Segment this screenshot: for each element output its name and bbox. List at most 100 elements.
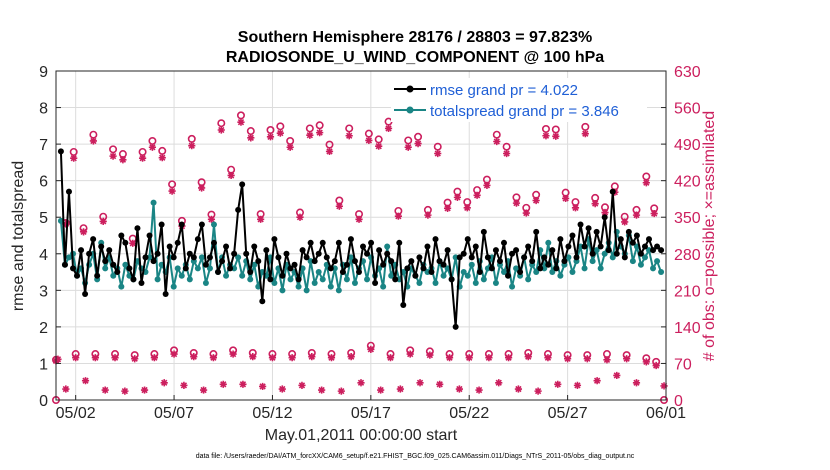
x-tick-label: 05/02 bbox=[56, 405, 96, 422]
rmse-point bbox=[380, 261, 387, 268]
obs-assimilated-marker bbox=[266, 133, 275, 141]
rmse-point bbox=[541, 254, 548, 261]
x-axis-label: May.01,2011 00:00:00 start bbox=[265, 427, 458, 444]
totalspread-point bbox=[609, 254, 616, 261]
rmse-point bbox=[319, 239, 326, 246]
obs-assimilated-marker bbox=[239, 380, 247, 388]
obs-assimilated-marker bbox=[286, 143, 294, 151]
y-tick-label: 7 bbox=[39, 137, 48, 154]
obs-assimilated-marker bbox=[544, 354, 552, 362]
rmse-point bbox=[174, 239, 181, 246]
rmse-point bbox=[537, 265, 544, 272]
totalspread-point bbox=[235, 254, 242, 261]
totalspread-point bbox=[287, 276, 294, 283]
x-tick-label: 05/27 bbox=[548, 405, 588, 422]
rmse-point bbox=[235, 206, 242, 213]
obs-assimilated-marker bbox=[111, 354, 119, 362]
y2-tick-label: 490 bbox=[674, 137, 701, 154]
rmse-point bbox=[138, 280, 145, 287]
obs-assimilated-marker bbox=[335, 202, 343, 210]
rmse-point bbox=[74, 272, 81, 279]
obs-assimilated-marker bbox=[148, 143, 157, 151]
rmse-point bbox=[150, 258, 157, 265]
y-tick-label: 2 bbox=[39, 320, 48, 337]
rmse-point bbox=[307, 239, 314, 246]
obs-assimilated-marker bbox=[514, 385, 523, 393]
obs-assimilated-marker bbox=[316, 129, 324, 137]
totalspread-point bbox=[440, 272, 447, 279]
obs-possible-marker bbox=[276, 122, 285, 131]
totalspread-point bbox=[271, 280, 278, 287]
obs-assimilated-marker bbox=[190, 353, 198, 361]
obs-assimilated-marker bbox=[129, 239, 137, 247]
y2-tick-label: 140 bbox=[674, 320, 701, 337]
rmse-point bbox=[343, 261, 350, 268]
rmse-point bbox=[82, 290, 89, 297]
totalspread-point bbox=[654, 258, 661, 265]
obs-assimilated-marker bbox=[257, 215, 265, 223]
x-tick-label: 05/07 bbox=[154, 405, 194, 422]
rmse-point bbox=[311, 258, 318, 265]
obs-possible-marker bbox=[551, 125, 560, 134]
obs-assimilated-marker bbox=[453, 193, 462, 201]
rmse-point bbox=[271, 236, 278, 243]
totalspread-point bbox=[327, 283, 334, 290]
rmse-point bbox=[597, 243, 604, 250]
rmse-point bbox=[327, 265, 334, 272]
y-tick-label: 0 bbox=[39, 393, 48, 410]
y-tick-label: 3 bbox=[39, 283, 48, 300]
obs-possible-marker bbox=[384, 117, 393, 126]
rmse-point bbox=[134, 225, 141, 232]
rmse-point bbox=[472, 243, 479, 250]
obs-assimilated-marker bbox=[493, 137, 501, 146]
rmse-point bbox=[625, 228, 632, 235]
rmse-point bbox=[251, 243, 258, 250]
rmse-point bbox=[206, 254, 213, 261]
totalspread-point bbox=[295, 283, 302, 290]
obs-assimilated-marker bbox=[522, 209, 530, 217]
rmse-point bbox=[376, 247, 383, 254]
totalspread-point bbox=[343, 276, 350, 283]
rmse-point bbox=[621, 254, 628, 261]
rmse-point bbox=[364, 250, 371, 257]
obs-assimilated-marker bbox=[406, 350, 414, 358]
obs-assimilated-marker bbox=[542, 132, 550, 140]
obs-assimilated-marker bbox=[414, 139, 422, 148]
obs-assimilated-marker bbox=[650, 209, 658, 218]
obs-assimilated-marker bbox=[581, 130, 589, 138]
obs-assimilated-marker bbox=[613, 371, 621, 380]
totalspread-point bbox=[315, 269, 322, 276]
obs-assimilated-marker bbox=[168, 187, 176, 195]
totalspread-point bbox=[198, 254, 205, 261]
rmse-point bbox=[400, 301, 407, 308]
y2-axis-label: # of obs: o=possible; ×=assimilated bbox=[701, 111, 718, 361]
rmse-point bbox=[408, 258, 415, 265]
obs-assimilated-marker bbox=[473, 191, 481, 199]
obs-assimilated-marker bbox=[463, 204, 471, 212]
totalspread-point bbox=[545, 239, 552, 246]
rmse-point bbox=[416, 254, 423, 261]
obs-assimilated-marker bbox=[119, 156, 127, 164]
legend-rmse-label: rmse grand pr = 4.022 bbox=[430, 82, 578, 99]
rmse-point bbox=[295, 276, 302, 283]
rmse-point bbox=[412, 272, 419, 279]
rmse-point bbox=[57, 148, 64, 155]
obs-assimilated-marker bbox=[512, 199, 521, 207]
rmse-point bbox=[231, 250, 238, 257]
totalspread-point bbox=[102, 265, 109, 272]
obs-assimilated-marker bbox=[101, 386, 109, 394]
rmse-point bbox=[339, 269, 346, 276]
obs-assimilated-marker bbox=[198, 184, 206, 192]
rmse-point bbox=[190, 254, 197, 261]
rmse-point bbox=[158, 221, 165, 228]
rmse-point bbox=[162, 290, 169, 297]
obs-assimilated-marker bbox=[404, 143, 412, 151]
totalspread-point bbox=[637, 261, 644, 268]
totalspread-point bbox=[569, 269, 576, 276]
totalspread-point bbox=[416, 280, 423, 287]
totalspread-point bbox=[388, 272, 395, 279]
obs-assimilated-marker bbox=[337, 387, 345, 395]
rmse-point bbox=[617, 236, 624, 243]
obs-assimilated-marker bbox=[138, 154, 147, 162]
